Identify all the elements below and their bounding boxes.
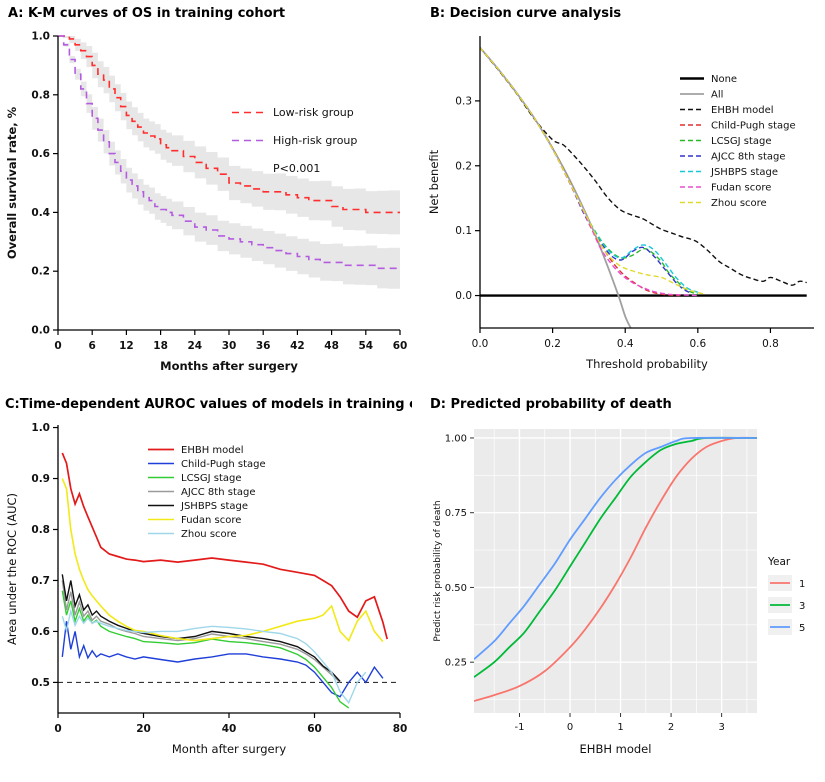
svg-text:0.0: 0.0 [31,325,50,337]
svg-text:0.2: 0.2 [455,160,472,172]
svg-text:12: 12 [119,340,134,352]
svg-text:0.8: 0.8 [31,89,50,101]
panel-c-chart: 0 20 40 60 80 0.5 0.6 0.7 0.8 0.9 1.0 Month after s… [5,422,408,756]
svg-text:1.0: 1.0 [31,422,50,434]
svg-text:Zhou score: Zhou score [181,529,237,540]
svg-text:AJCC 8th stage: AJCC 8th stage [711,152,786,163]
svg-text:EHBH model: EHBH model [181,445,244,456]
svg-text:0.2: 0.2 [31,266,50,278]
svg-text:0.50: 0.50 [445,583,467,594]
svg-text:P<0.001: P<0.001 [273,162,320,175]
panel-c-auroc: C:Time-dependent AUROC values of models … [0,391,412,782]
panel-d-title: D: Predicted probability of death [430,397,672,412]
svg-text:Predict risk probability of de: Predict risk probability of death [433,500,443,641]
svg-text:54: 54 [358,340,373,352]
svg-text:Net benefit: Net benefit [427,149,441,214]
svg-text:60: 60 [307,723,322,735]
svg-text:0.2: 0.2 [544,338,561,350]
svg-text:Fudan score: Fudan score [181,515,241,526]
svg-text:24: 24 [187,340,202,352]
svg-text:1.00: 1.00 [445,433,467,444]
svg-text:None: None [711,74,737,85]
svg-text:EHBH model: EHBH model [580,742,652,756]
svg-text:-1: -1 [514,722,524,733]
svg-text:0.6: 0.6 [31,148,50,160]
svg-text:LCSGJ stage: LCSGJ stage [711,136,772,147]
svg-text:0: 0 [54,340,61,352]
svg-text:0.1: 0.1 [455,225,472,237]
svg-text:0.6: 0.6 [31,626,50,638]
svg-text:Threshold probability: Threshold probability [585,357,708,371]
svg-text:Overall survival rate, %: Overall survival rate, % [5,106,19,259]
svg-text:1: 1 [799,579,805,590]
svg-text:0.4: 0.4 [617,338,634,350]
svg-text:0.75: 0.75 [445,508,467,519]
svg-text:Year: Year [767,556,791,568]
svg-text:36: 36 [256,340,271,352]
svg-text:0.8: 0.8 [762,338,779,350]
svg-text:60: 60 [393,340,408,352]
svg-text:0: 0 [54,723,61,735]
svg-text:0.6: 0.6 [689,338,706,350]
svg-text:Child-Pugh stage: Child-Pugh stage [711,121,796,132]
svg-text:18: 18 [153,340,168,352]
svg-text:Months after surgery: Months after surgery [160,359,298,373]
svg-text:1: 1 [617,722,623,733]
svg-text:Low-risk group: Low-risk group [273,106,354,119]
svg-text:Fudan score: Fudan score [711,183,771,194]
svg-text:0.0: 0.0 [472,338,489,350]
svg-text:20: 20 [136,723,151,735]
svg-text:42: 42 [290,340,305,352]
panel-a-title: A: K-M curves of OS in training cohort [8,6,286,21]
svg-text:0: 0 [567,722,573,733]
svg-text:JSHBPS stage: JSHBPS stage [710,167,778,178]
svg-text:0.7: 0.7 [31,575,50,587]
svg-text:JSHBPS stage: JSHBPS stage [180,501,248,512]
panel-d-chart: -1 0 1 2 3 0.25 0.50 0.75 1.00 EHBH model Predict … [433,429,805,756]
svg-text:Month after surgery: Month after surgery [172,742,286,756]
svg-text:5: 5 [799,623,805,634]
panel-c-title: C:Time-dependent AUROC values of models … [5,397,412,412]
svg-text:Area under the ROC (AUC): Area under the ROC (AUC) [5,493,19,645]
svg-text:3: 3 [799,601,805,612]
panel-b-decision-curve: B: Decision curve analysis 0.0 0.2 0.4 0.6 0… [412,0,825,391]
svg-text:0.8: 0.8 [31,524,50,536]
svg-text:0.5: 0.5 [31,677,50,689]
svg-text:3: 3 [718,722,724,733]
svg-text:2: 2 [668,722,674,733]
panel-d-predicted-probability: D: Predicted probability of death -1 0 1 2 3… [412,391,825,782]
svg-text:48: 48 [324,340,339,352]
svg-text:1.0: 1.0 [31,31,50,43]
svg-text:0.3: 0.3 [455,95,472,107]
panel-a-chart: 0 6 12 18 24 30 36 42 48 54 60 0.0 0.2 0.4 0.6 0.8 1.0 Mo… [5,31,408,374]
svg-text:EHBH model: EHBH model [711,105,774,116]
svg-text:80: 80 [393,723,408,735]
svg-text:0.25: 0.25 [445,658,467,669]
svg-text:Child-Pugh stage: Child-Pugh stage [181,459,266,470]
panel-b-title: B: Decision curve analysis [430,6,622,21]
svg-text:0.0: 0.0 [455,290,472,302]
svg-text:0.4: 0.4 [31,207,50,219]
svg-text:30: 30 [222,340,237,352]
svg-text:All: All [711,90,723,101]
svg-text:AJCC 8th stage: AJCC 8th stage [181,487,256,498]
svg-text:40: 40 [222,723,237,735]
svg-text:LCSGJ stage: LCSGJ stage [181,473,242,484]
svg-text:6: 6 [89,340,96,352]
svg-text:Zhou score: Zhou score [711,198,767,209]
svg-text:High-risk group: High-risk group [273,134,357,147]
svg-text:0.9: 0.9 [31,473,50,485]
panel-a-km-curves: A: K-M curves of OS in training cohort 0… [0,0,412,391]
panel-b-chart: 0.0 0.2 0.4 0.6 0.8 0.0 0.1 0.2 0.3 Threshold pro… [427,36,814,371]
